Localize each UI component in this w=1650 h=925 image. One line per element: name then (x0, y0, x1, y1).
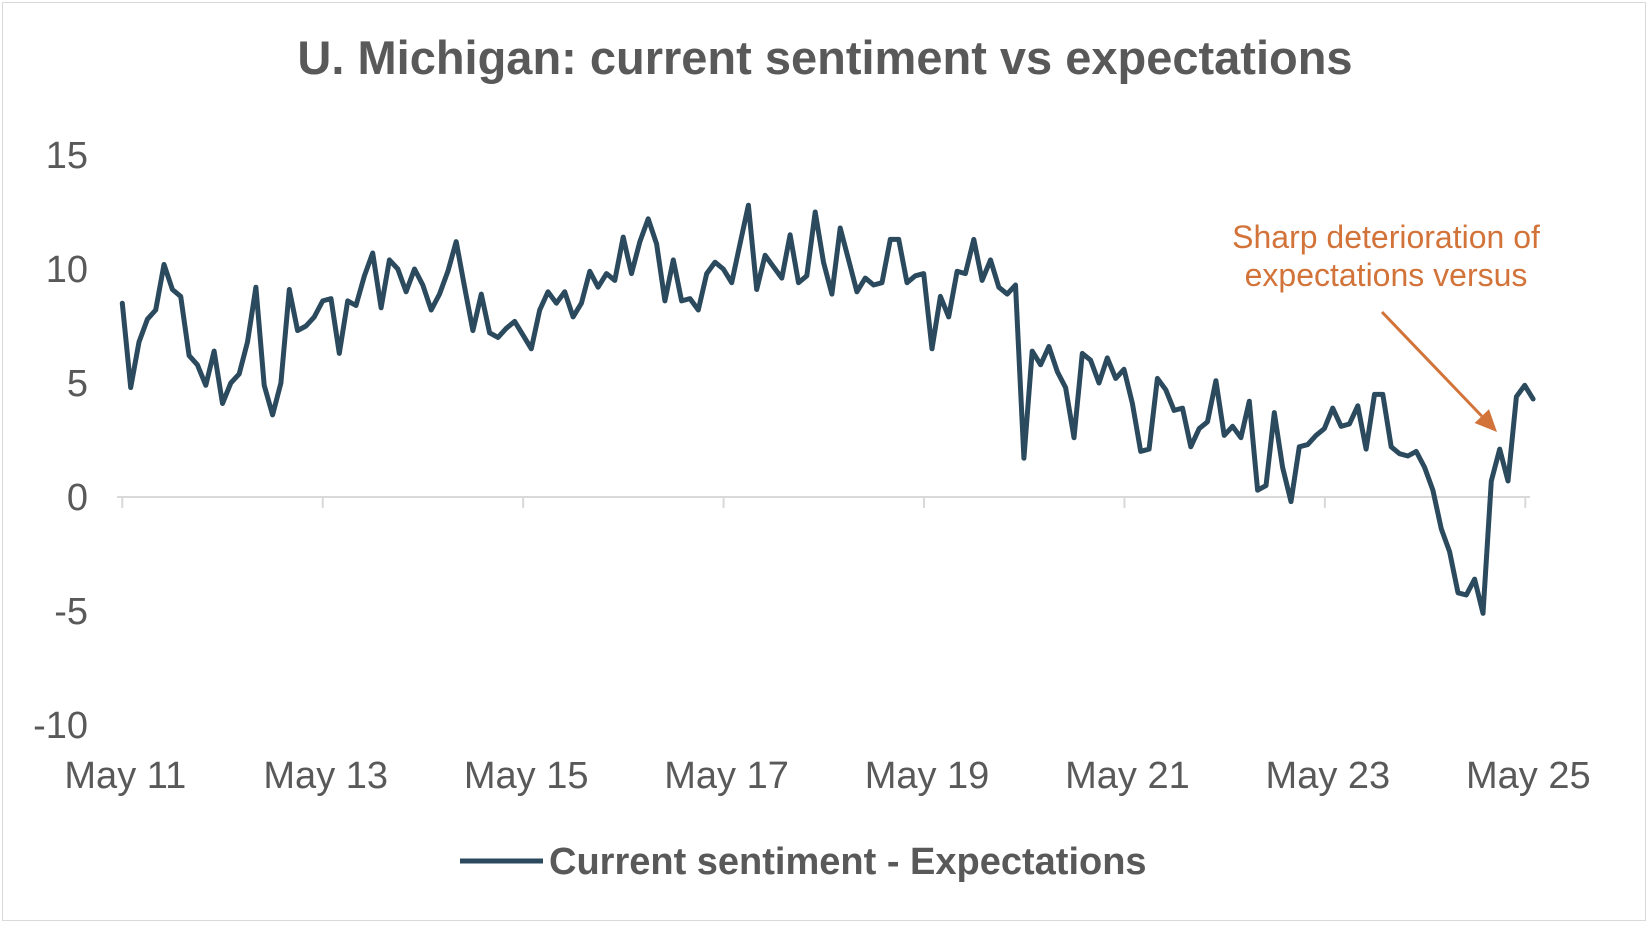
y-tick-label: -5 (54, 591, 88, 633)
y-tick-label: 0 (67, 477, 88, 519)
x-tick-label: May 15 (464, 755, 589, 797)
x-tick-label: May 17 (664, 755, 789, 797)
x-tick-label: May 25 (1466, 755, 1591, 797)
x-tick-label: May 13 (263, 755, 388, 797)
annotation-text-line-2: expectations versus (1245, 257, 1528, 293)
annotation: Sharp deterioration of expectations vers… (1232, 219, 1540, 432)
x-tick-label: May 21 (1065, 755, 1190, 797)
y-tick-labels: 15 10 5 0 -5 -10 (33, 135, 88, 747)
x-tick-label: May 23 (1266, 755, 1391, 797)
annotation-text-line-1: Sharp deterioration of (1232, 219, 1540, 255)
y-tick-label: 5 (67, 363, 88, 405)
series-group (119, 202, 1536, 616)
y-tick-label: 15 (46, 135, 88, 177)
y-tick-label: -10 (33, 705, 88, 747)
x-axis (117, 496, 1530, 508)
annotation-arrow-line (1380, 310, 1483, 418)
annotation-arrow-head (1474, 409, 1497, 432)
x-tick-label: May 19 (865, 755, 990, 797)
series-line-current-minus-expectations (119, 202, 1536, 616)
x-tick-label: May 11 (64, 755, 186, 797)
x-ticks (121, 497, 1527, 508)
x-tick-labels: May 11 May 13 May 15 May 17 May 19 May 21 May … (64, 755, 1590, 797)
legend-label: Current sentiment - Expectations (549, 841, 1147, 883)
chart-title: U. Michigan: current sentiment vs expect… (297, 31, 1353, 84)
y-tick-label: 10 (46, 249, 88, 291)
legend: Current sentiment - Expectations (460, 841, 1147, 883)
